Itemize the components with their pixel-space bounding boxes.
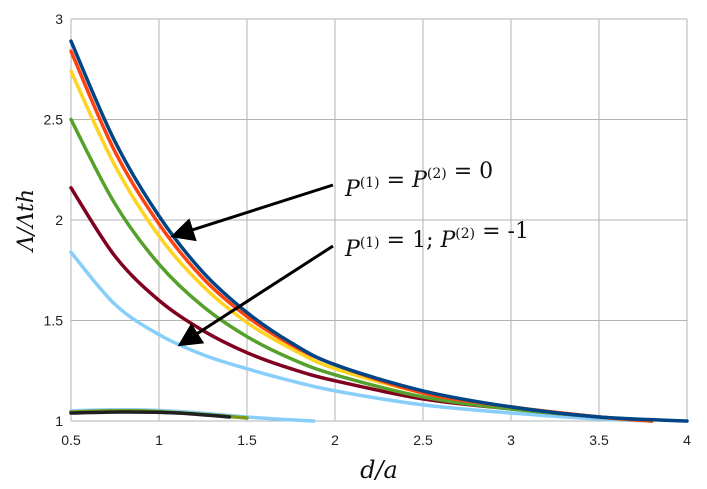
y-tick-label: 2.5 [44,112,64,128]
tick-labels: 0.5 1 1.5 2 2.5 3 3.5 4 1 1.5 2 2.5 3 [44,11,692,448]
x-tick-label: 3.5 [589,432,609,448]
annotation-label: P(1) = 1; P(2) = -1 [344,219,529,262]
annotation-label: P(1) = P(2) = 0 [344,159,493,202]
y-axis-label: Λ/Λth [14,189,39,253]
annotation-arrow [170,183,334,242]
x-tick-label: 1.5 [237,432,257,448]
x-tick-label: 2 [331,432,339,448]
annotations: P(1) = P(2) = 0 P(1) = 1; P(2) = -1 [170,159,529,347]
series-line-8 [69,39,689,423]
annotation-arrow [177,244,334,347]
y-tick-label: 1.5 [44,313,64,329]
x-tick-label: 3 [507,432,515,448]
y-tick-label: 2 [55,212,63,228]
x-tick-label: 0.5 [61,432,81,448]
x-tick-label: 4 [683,432,691,448]
series-line-3 [69,410,232,419]
x-tick-label: 2.5 [413,432,433,448]
x-tick-label: 1 [155,432,163,448]
y-tick-label: 1 [55,413,63,429]
x-axis-label: d/a [360,456,398,484]
series-line-0 [69,250,654,423]
y-tick-label: 3 [55,11,63,27]
series-group [69,39,689,423]
